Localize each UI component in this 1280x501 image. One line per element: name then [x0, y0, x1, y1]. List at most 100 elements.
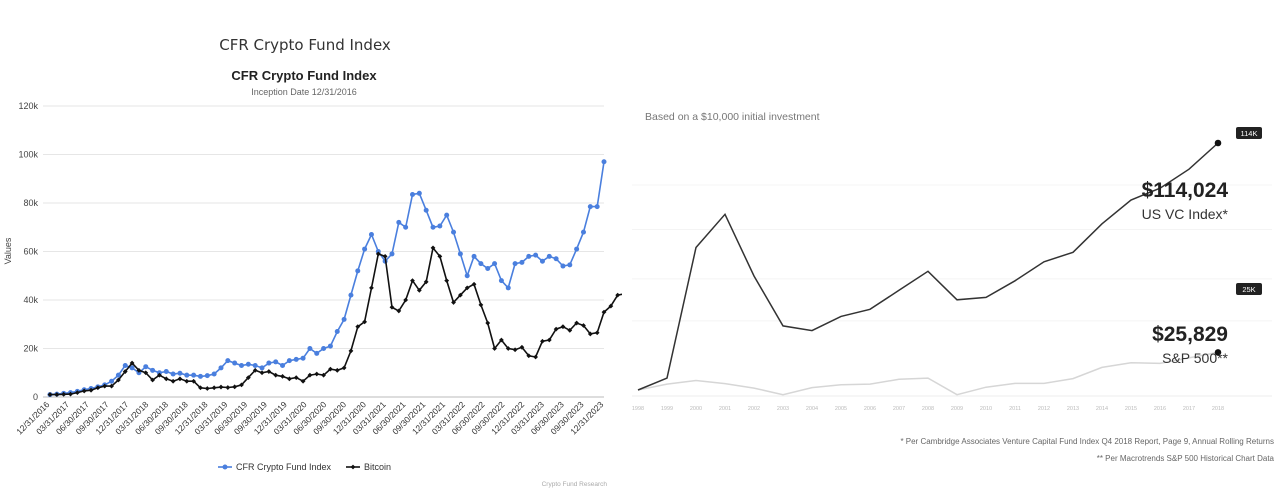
data-point — [512, 261, 518, 267]
data-point — [239, 362, 245, 368]
data-point — [471, 253, 477, 259]
data-point — [355, 324, 361, 330]
data-point — [396, 219, 402, 225]
legend-label: Bitcoin — [364, 462, 391, 472]
data-point — [457, 292, 463, 298]
data-point — [444, 278, 450, 283]
data-point — [122, 362, 128, 368]
data-point — [444, 212, 450, 218]
data-point — [485, 320, 491, 326]
data-point — [150, 377, 155, 383]
y-tick-label: 20k — [23, 344, 38, 354]
data-point — [102, 383, 108, 389]
data-point — [266, 369, 272, 374]
data-point — [457, 251, 463, 257]
data-point — [348, 348, 354, 354]
legend-marker — [350, 464, 356, 470]
data-point — [259, 365, 265, 371]
data-point — [382, 253, 388, 259]
data-point — [115, 372, 121, 378]
data-point — [109, 383, 114, 389]
data-point — [245, 375, 251, 380]
end-value-tag-label: 114K — [1241, 129, 1258, 138]
chart-subtitle: Inception Date 12/31/2016 — [251, 87, 357, 97]
data-point — [608, 303, 614, 309]
data-point — [567, 327, 573, 333]
data-point — [115, 377, 121, 383]
data-point — [163, 376, 169, 382]
data-point — [184, 378, 190, 384]
page-heading: CFR Crypto Fund Index — [219, 36, 391, 54]
x-tick-label: 2006 — [864, 406, 876, 412]
data-point — [191, 372, 197, 378]
data-point — [293, 375, 299, 380]
end-value-tag — [1236, 283, 1262, 295]
data-point — [300, 378, 306, 384]
x-tick-label: 2018 — [1212, 406, 1224, 412]
y-tick-label: 80k — [23, 198, 38, 208]
data-point — [362, 319, 368, 325]
y-tick-label: 40k — [23, 295, 38, 305]
data-point — [307, 372, 313, 378]
data-point — [601, 309, 607, 315]
data-point — [540, 338, 545, 344]
x-tick-label: 2012 — [1038, 406, 1050, 412]
data-point — [437, 223, 443, 229]
data-point — [280, 362, 286, 368]
series-line-bitcoin — [50, 244, 633, 396]
data-point — [252, 367, 258, 373]
data-point — [574, 246, 580, 252]
data-point — [546, 337, 552, 343]
data-point — [81, 388, 87, 394]
crypto-fund-panel: CFR Crypto Fund Index CFR Crypto Fund In… — [0, 0, 634, 496]
data-point — [321, 372, 326, 378]
legend-label: CFR Crypto Fund Index — [236, 462, 332, 472]
data-point — [232, 384, 238, 390]
data-point — [74, 390, 80, 396]
data-point — [478, 261, 484, 267]
data-point — [451, 300, 456, 305]
data-point — [198, 385, 203, 391]
data-point — [437, 253, 443, 259]
y-axis-label: Values — [3, 237, 13, 264]
data-point — [533, 252, 539, 258]
data-point — [485, 265, 491, 271]
data-point — [204, 373, 210, 379]
data-point — [560, 263, 566, 269]
data-point — [519, 344, 525, 350]
data-point — [362, 246, 368, 252]
x-tick-label: 1999 — [661, 406, 673, 412]
vc-index-panel: Based on a $10,000 initial investment 199… — [622, 0, 1280, 496]
data-point — [410, 278, 415, 283]
data-point — [375, 251, 381, 257]
data-point — [369, 285, 374, 291]
x-tick-label: 2017 — [1183, 406, 1195, 412]
y-tick-label: 100k — [18, 150, 38, 160]
data-point — [512, 347, 518, 353]
data-point — [519, 259, 525, 265]
data-point — [430, 245, 436, 251]
x-tick-label: 2007 — [893, 406, 905, 412]
x-tick-label: 2003 — [777, 406, 789, 412]
data-point — [129, 365, 135, 371]
data-point — [389, 304, 395, 310]
data-point — [498, 278, 504, 284]
data-point — [300, 355, 306, 361]
data-point — [341, 316, 347, 322]
data-point — [170, 378, 176, 384]
data-point — [47, 392, 53, 397]
data-point — [368, 232, 374, 238]
data-point — [499, 337, 504, 343]
data-point — [403, 297, 409, 303]
x-tick-label: 2014 — [1096, 406, 1108, 412]
data-point — [157, 372, 162, 378]
sp500-end-value: $25,829 — [1152, 323, 1228, 346]
data-point — [156, 370, 162, 376]
data-point — [375, 249, 381, 254]
x-tick-label: 2002 — [748, 406, 760, 412]
data-point — [464, 285, 470, 291]
chart-subtitle: Based on a $10,000 initial investment — [645, 111, 820, 123]
x-tick-label: 2011 — [1009, 406, 1021, 412]
x-tick-label: 2015 — [1125, 406, 1137, 412]
sp500-series-name: S&P 500** — [1162, 350, 1228, 366]
